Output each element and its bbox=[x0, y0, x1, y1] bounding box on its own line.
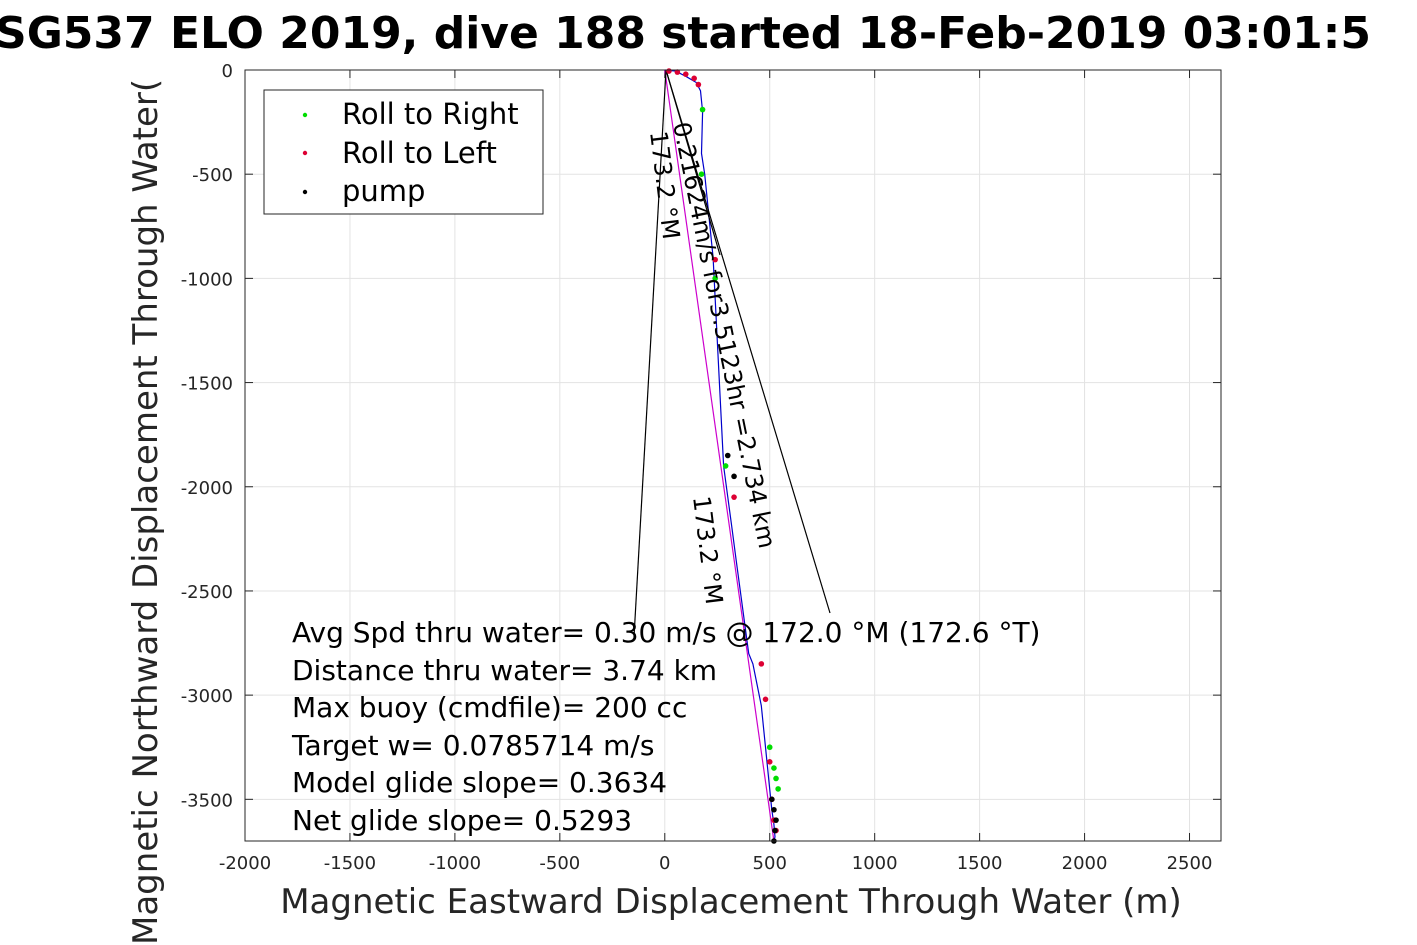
marker-roll-left bbox=[712, 256, 718, 263]
x-tick-label: 1500 bbox=[957, 853, 1003, 874]
marker-pump bbox=[731, 473, 737, 480]
x-tick-label: 0 bbox=[659, 853, 670, 874]
y-tick-label: -2500 bbox=[181, 582, 233, 603]
marker-pump bbox=[772, 827, 778, 834]
annotation-block: Avg Spd thru water= 0.30 m/s @ 172.0 °M … bbox=[291, 616, 1040, 837]
marker-pump bbox=[769, 796, 775, 803]
x-tick-label: 2000 bbox=[1062, 853, 1108, 874]
annotation-distance: Distance thru water= 3.74 km bbox=[292, 654, 717, 687]
marker-roll-right bbox=[775, 786, 781, 792]
y-tick-label: -500 bbox=[192, 165, 233, 186]
marker-roll-right bbox=[773, 775, 779, 782]
marker-pump bbox=[771, 806, 777, 813]
marker-roll-right bbox=[699, 106, 706, 113]
marker-roll-left bbox=[666, 68, 672, 74]
y-tick-label: 0 bbox=[222, 61, 233, 82]
marker-roll-right bbox=[698, 171, 705, 177]
marker-roll-right bbox=[712, 275, 718, 282]
marker-pump bbox=[773, 817, 779, 823]
x-tick-label: -500 bbox=[539, 853, 580, 874]
marker-roll-left bbox=[695, 81, 702, 88]
annotation-model-glide: Model glide slope= 0.3634 bbox=[292, 766, 667, 799]
y-ticks: 0 -500 -1000 -1500 -2000 -2500 -3000 -3500 bbox=[181, 61, 1221, 811]
series-group bbox=[664, 69, 776, 842]
x-tick-label: 1000 bbox=[852, 853, 898, 874]
series-line-0 bbox=[664, 69, 776, 842]
marker-roll-left bbox=[682, 71, 689, 77]
x-tick-label: 500 bbox=[753, 853, 787, 874]
annotation-target-w: Target w= 0.0785714 m/s bbox=[291, 729, 654, 762]
marker-roll-right bbox=[722, 463, 729, 469]
y-tick-label: -3500 bbox=[181, 790, 233, 811]
legend-label-pump: pump bbox=[342, 174, 425, 208]
marker-roll-left bbox=[731, 494, 737, 500]
annotation-max-buoy: Max buoy (cmdfile)= 200 cc bbox=[292, 691, 687, 724]
marker-pump bbox=[724, 452, 731, 459]
annotation-guides bbox=[633, 69, 831, 638]
y-tick-label: -1000 bbox=[181, 269, 233, 290]
legend-label-roll-right: Roll to Right bbox=[342, 97, 519, 131]
guide-line-left bbox=[633, 69, 667, 638]
x-tick-label: -1000 bbox=[429, 853, 481, 874]
axes-frame bbox=[244, 69, 1222, 842]
x-tick-label: 2500 bbox=[1167, 853, 1213, 874]
marker-roll-left bbox=[762, 696, 769, 703]
x-tick-label: -1500 bbox=[324, 853, 376, 874]
y-axis-label: Magnetic Northward Displacement Through … bbox=[126, 79, 166, 945]
series-line-1 bbox=[664, 69, 775, 842]
marker-roll-left bbox=[758, 661, 765, 667]
annotation-avg-speed: Avg Spd thru water= 0.30 m/s @ 172.0 °M … bbox=[292, 616, 1040, 649]
x-tick-label: -2000 bbox=[219, 853, 271, 874]
legend-label-roll-left: Roll to Left bbox=[342, 136, 497, 170]
annotation-net-glide: Net glide slope= 0.5293 bbox=[292, 804, 632, 837]
x-axis-label: Magnetic Eastward Displacement Through W… bbox=[280, 882, 1182, 922]
guide-line-right bbox=[665, 69, 831, 614]
marker-roll-left bbox=[691, 75, 697, 82]
legend: Roll to Right Roll to Left pump bbox=[263, 89, 544, 215]
legend-box bbox=[263, 89, 544, 215]
y-tick-label: -1500 bbox=[181, 374, 233, 395]
y-tick-label: -3000 bbox=[181, 686, 233, 707]
marker-roll-right bbox=[771, 765, 777, 771]
chart-title: SG537 ELO 2019, dive 188 started 18-Feb-… bbox=[0, 8, 1371, 59]
y-tick-label: -2000 bbox=[181, 478, 233, 499]
marker-roll-left bbox=[766, 759, 773, 765]
legend-marker-roll-left bbox=[302, 150, 308, 156]
legend-marker-roll-right bbox=[302, 112, 308, 118]
legend-marker-pump bbox=[302, 189, 308, 195]
marker-roll-left bbox=[674, 69, 681, 75]
marker-roll-right bbox=[766, 744, 773, 751]
guide-line-mid bbox=[665, 69, 721, 256]
